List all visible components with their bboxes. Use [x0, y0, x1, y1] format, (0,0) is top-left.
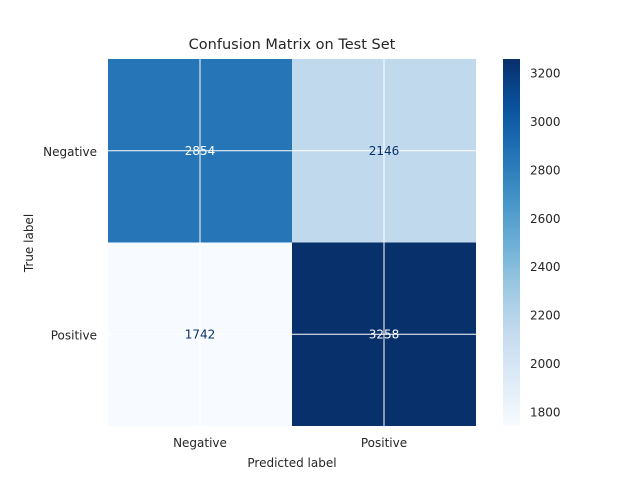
- heatmap-cell-labels: 2854 2146 1742 3258: [185, 144, 400, 342]
- colorbar-tick-label: 2200: [530, 309, 561, 323]
- x-axis-label: Predicted label: [247, 456, 336, 470]
- colorbar-tick-label: 2000: [530, 357, 561, 371]
- y-tick-label: Negative: [43, 145, 97, 159]
- y-axis-label: True label: [22, 214, 36, 273]
- colorbar-tick-label: 2800: [530, 163, 561, 177]
- cell-value-label: 2146: [369, 144, 400, 158]
- heatmap-gridlines: [108, 59, 476, 426]
- cell-value-label: 3258: [369, 327, 400, 341]
- y-tick-label: Positive: [51, 328, 97, 342]
- cell-value-label: 2854: [185, 144, 216, 158]
- chart-title: Confusion Matrix on Test Set: [189, 37, 396, 53]
- cell-value-label: 1742: [185, 327, 216, 341]
- heatmap-cells: [108, 59, 476, 426]
- x-tick-labels: Negative Positive: [173, 436, 407, 450]
- colorbar-tick-labels: 1800 2000 2200 2400 2600 2800 3000 3200: [530, 67, 561, 420]
- colorbar-tick-label: 3000: [530, 115, 561, 129]
- colorbar-tick-label: 2400: [530, 260, 561, 274]
- x-tick-label: Positive: [361, 436, 407, 450]
- x-tick-label: Negative: [173, 436, 227, 450]
- y-tick-labels: Negative Positive: [43, 145, 97, 343]
- colorbar: [503, 59, 520, 426]
- colorbar-tick-label: 1800: [530, 405, 561, 419]
- colorbar-tick-label: 3200: [530, 67, 561, 81]
- colorbar-tick-label: 2600: [530, 212, 561, 226]
